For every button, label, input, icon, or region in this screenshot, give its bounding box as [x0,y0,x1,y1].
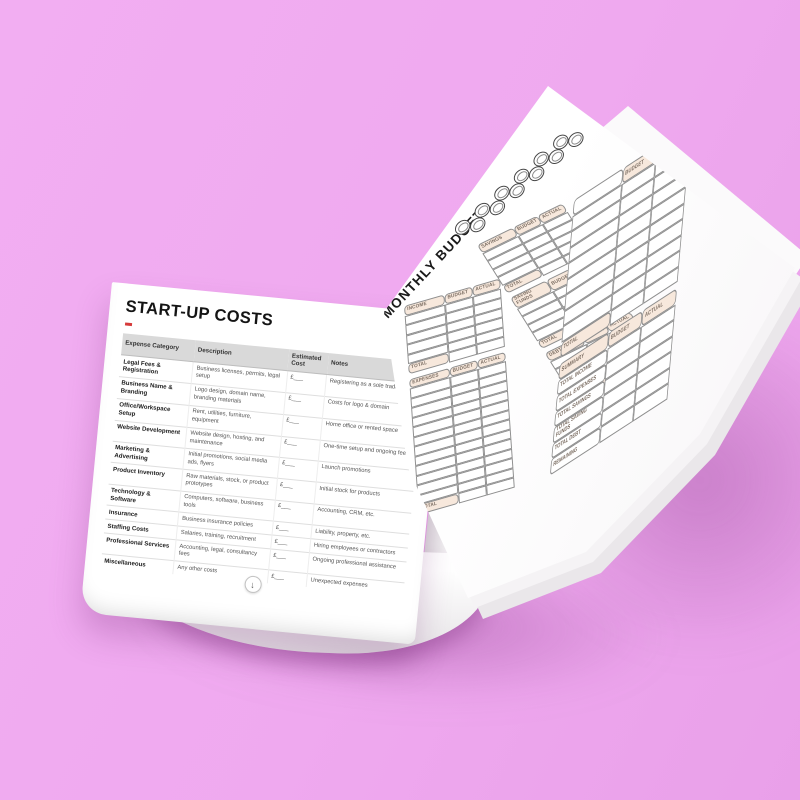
budget-column-1: INCOME BUDGET ACTUAL TOTAL EXPENSES BUDGET ACT… [404,278,515,519]
budget-column-3: BUDGETACTUALTOTALSUMMARYBUDGETACTUALTOTA… [549,123,692,482]
startup-costs-table: Expense Category Description Estimated Cos… [100,332,426,597]
scroll-down-icon: ↓ [243,575,262,594]
ring-icon [565,129,587,151]
expenses-table: EXPENSES BUDGET ACTUAL TOTAL [409,351,515,515]
estimated-cost-cell: £___ [267,570,308,588]
accent-dash [124,322,133,326]
